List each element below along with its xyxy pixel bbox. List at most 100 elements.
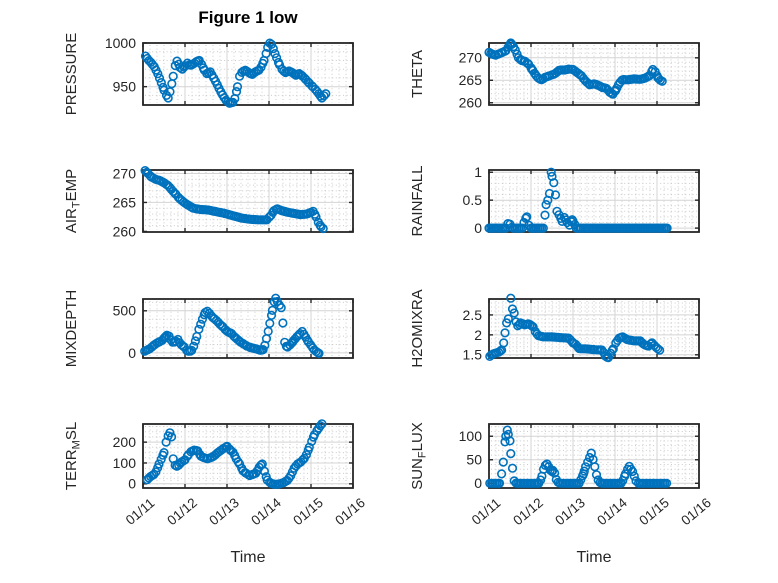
- data-point: [151, 467, 161, 477]
- subplot-theta: 260 265 270 THETA: [409, 38, 700, 111]
- data-point: [154, 459, 164, 469]
- plot-border: [488, 42, 700, 106]
- x-axis-label-left: Time: [230, 549, 266, 566]
- data-point: [140, 166, 150, 176]
- x-tick-label: 01/12: [164, 495, 200, 528]
- data-point: [494, 478, 505, 488]
- y-tick-label: 260: [459, 95, 483, 111]
- data-point: [189, 341, 199, 351]
- data-points: [485, 425, 672, 488]
- data-point: [499, 338, 509, 348]
- data-point: [502, 425, 512, 435]
- y-tick-label: 270: [113, 165, 137, 181]
- y-tick-label: 265: [459, 72, 483, 88]
- data-point: [301, 450, 312, 460]
- data-point: [583, 457, 593, 467]
- data-point: [190, 336, 200, 346]
- y-tick-label: 260: [113, 223, 137, 239]
- data-point: [544, 188, 555, 199]
- y-axis-label: PRESSURE: [63, 33, 80, 116]
- data-point: [541, 200, 551, 210]
- data-point: [495, 346, 505, 356]
- subplot-sun_flux: 0 50 100 SUNFLUX 01/11 01/12 01/13 01/14 01/15 01…: [409, 422, 714, 528]
- x-tick-label: 01/11: [469, 495, 504, 528]
- data-point: [154, 73, 165, 83]
- subplot-terr_msl: 0 100 200 TERRMSL 01/11 01/12 01/13 01/14 01/15 0…: [63, 419, 368, 528]
- data-point: [629, 471, 639, 481]
- minor-grid: [491, 45, 697, 103]
- data-point: [270, 48, 280, 59]
- data-point: [311, 212, 321, 222]
- data-point: [549, 178, 559, 188]
- data-point: [319, 91, 329, 101]
- axis-ticks: [142, 424, 354, 488]
- y-axis-label: SUNFLUX: [409, 422, 429, 490]
- figure-title: Figure 1 low: [198, 8, 298, 27]
- data-point: [261, 48, 271, 59]
- data-points: [484, 38, 667, 99]
- data-point: [510, 45, 520, 55]
- y-axis-label: H2OMIXRA: [409, 289, 426, 367]
- x-tick-label: 01/13: [206, 495, 242, 528]
- data-point: [231, 86, 242, 97]
- x-tick-label: 01/16: [332, 495, 368, 528]
- data-point: [258, 345, 268, 355]
- y-tick-label: 2.5: [463, 307, 483, 323]
- y-axis-label: TERRMSL: [63, 422, 83, 490]
- data-points: [142, 419, 327, 490]
- minor-grid: [491, 172, 697, 230]
- y-tick-label: 2: [474, 327, 482, 343]
- data-point: [321, 89, 331, 99]
- data-point: [579, 466, 589, 476]
- data-point: [168, 71, 178, 81]
- data-point: [266, 310, 277, 321]
- y-tick-label: 100: [113, 455, 137, 471]
- data-point: [506, 293, 516, 303]
- y-tick-label: 1.5: [463, 347, 483, 363]
- data-point: [267, 305, 278, 316]
- x-tick-label: 01/12: [510, 495, 546, 528]
- plot-border: [142, 298, 354, 359]
- y-tick-label: 50: [466, 452, 482, 468]
- axis-ticks: [488, 43, 700, 105]
- data-point: [167, 432, 177, 442]
- data-point: [266, 39, 277, 50]
- y-tick-label: 0: [128, 345, 136, 361]
- data-point: [153, 69, 163, 79]
- data-point: [662, 223, 672, 233]
- subplot-rainfall: 0 0.5 1 RAINFALL: [409, 164, 700, 236]
- data-point: [194, 324, 204, 334]
- y-tick-label: 200: [113, 434, 137, 450]
- x-tick-label: 01/11: [123, 495, 158, 528]
- data-point: [263, 326, 273, 337]
- plot-border: [488, 298, 700, 359]
- y-tick-label: 1000: [105, 35, 136, 51]
- y-axis-label: AIRTEMP: [63, 169, 83, 233]
- plot-border: [142, 423, 354, 489]
- y-tick-label: 500: [113, 303, 137, 319]
- data-point: [661, 478, 672, 488]
- subplot-mixdepth: 0 500 MIXDEPTH: [63, 290, 354, 368]
- x-tick-label: 01/15: [290, 495, 326, 528]
- x-tick-label: 01/14: [594, 495, 630, 529]
- data-point: [528, 322, 538, 332]
- y-tick-label: 265: [113, 194, 137, 210]
- subplot-pressure: 950 1000 PRESSURE: [63, 33, 354, 116]
- x-tick-label: 01/13: [552, 495, 588, 528]
- axis-ticks: [488, 299, 700, 358]
- data-point: [500, 437, 510, 447]
- data-point: [316, 222, 326, 232]
- data-point: [540, 210, 550, 220]
- y-tick-label: 100: [459, 428, 483, 444]
- x-tick-label: 01/16: [678, 495, 714, 528]
- data-point: [522, 212, 532, 222]
- data-point: [654, 345, 665, 355]
- y-tick-label: 0: [474, 220, 482, 236]
- x-axis-label-right: Time: [576, 549, 612, 566]
- data-point: [498, 457, 508, 467]
- y-axis-label: THETA: [409, 50, 426, 98]
- data-point: [259, 466, 270, 476]
- y-axis-label: MIXDEPTH: [63, 290, 80, 368]
- y-tick-label: 950: [113, 79, 137, 95]
